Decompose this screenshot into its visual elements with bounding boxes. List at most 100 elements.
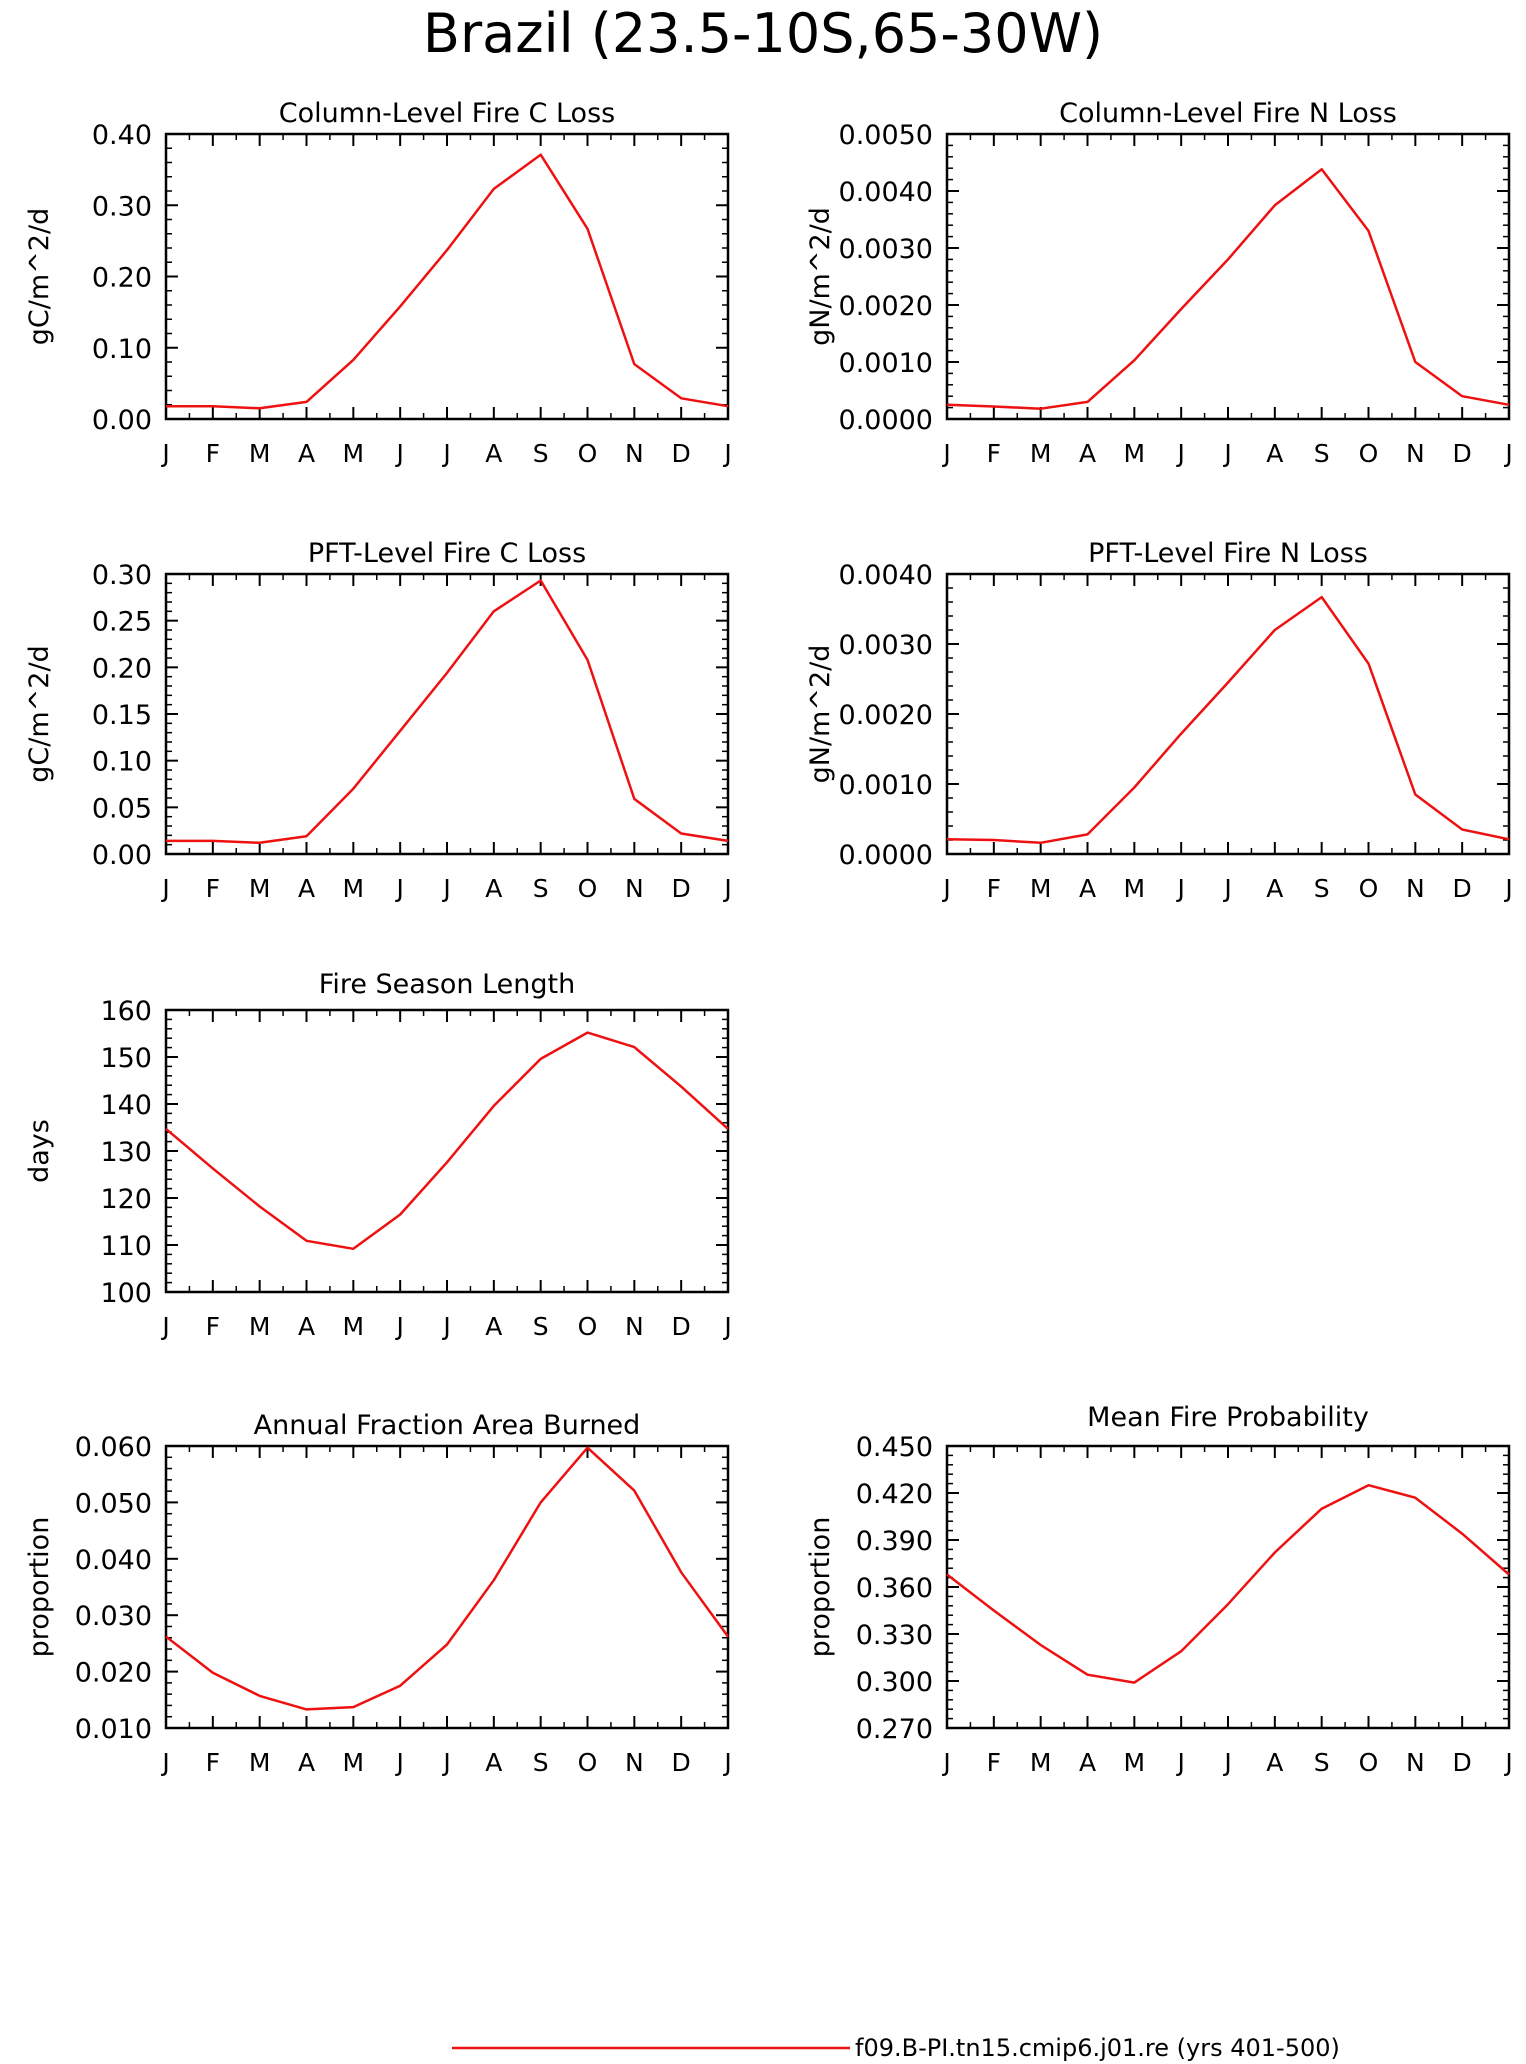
x-tick-label: F bbox=[206, 874, 220, 903]
x-tick-label: J bbox=[941, 439, 950, 468]
x-tick-label: M bbox=[249, 439, 271, 468]
y-tick-label: 0.390 bbox=[856, 1526, 933, 1557]
x-tick-label: J bbox=[394, 439, 403, 468]
y-tick-label: 0.0050 bbox=[839, 120, 933, 151]
plot-frame bbox=[164, 1008, 730, 1294]
chart-title: PFT-Level Fire N Loss bbox=[1088, 538, 1368, 569]
x-tick-label: N bbox=[1406, 439, 1425, 468]
x-tick-label: S bbox=[533, 874, 549, 903]
y-tick-label: 0.05 bbox=[92, 793, 152, 824]
x-tick-label: F bbox=[206, 1748, 220, 1777]
y-tick-label: 0.0010 bbox=[839, 348, 933, 379]
x-tick-label: S bbox=[533, 1748, 549, 1777]
y-tick-label: 100 bbox=[100, 1278, 152, 1309]
x-tick-label: J bbox=[441, 1748, 450, 1777]
x-tick-label: S bbox=[533, 1312, 549, 1341]
x-tick-label: J bbox=[1503, 874, 1512, 903]
y-tick-label: 0.30 bbox=[92, 560, 152, 591]
x-tick-label: M bbox=[343, 1312, 365, 1341]
y-tick-label: 0.300 bbox=[856, 1667, 933, 1698]
x-tick-label: J bbox=[941, 1748, 950, 1777]
y-tick-label: 0.450 bbox=[856, 1432, 933, 1463]
x-tick-label: J bbox=[722, 1312, 731, 1341]
x-tick-label: S bbox=[1314, 439, 1330, 468]
x-tick-label: A bbox=[298, 1312, 315, 1341]
x-tick-label: O bbox=[578, 1312, 598, 1341]
x-tick-label: M bbox=[1030, 874, 1052, 903]
x-tick-label: N bbox=[625, 874, 644, 903]
chart-title: Column-Level Fire N Loss bbox=[1059, 98, 1397, 129]
x-tick-label: D bbox=[672, 1748, 691, 1777]
x-tick-label: J bbox=[941, 874, 950, 903]
y-tick-label: 0.0020 bbox=[839, 700, 933, 731]
x-tick-label: J bbox=[441, 1312, 450, 1341]
x-tick-label: O bbox=[578, 439, 598, 468]
plot-frame bbox=[164, 132, 730, 421]
x-tick-label: D bbox=[672, 874, 691, 903]
series-line bbox=[166, 579, 729, 845]
plot-frame bbox=[164, 572, 730, 856]
x-tick-label: A bbox=[1266, 439, 1283, 468]
x-tick-label: J bbox=[1222, 874, 1231, 903]
x-tick-label: J bbox=[1175, 874, 1184, 903]
series-line bbox=[165, 1446, 730, 1711]
y-tick-label: 0.10 bbox=[92, 747, 152, 778]
x-tick-label: J bbox=[1175, 1748, 1184, 1777]
x-tick-label: O bbox=[1359, 439, 1379, 468]
chart-title: PFT-Level Fire C Loss bbox=[308, 538, 586, 569]
y-tick-label: 0.420 bbox=[856, 1479, 933, 1510]
series-line bbox=[166, 153, 729, 410]
y-tick-label: 140 bbox=[100, 1090, 152, 1121]
legend-label: f09.B-PI.tn15.cmip6.j01.re (yrs 401-500) bbox=[855, 2034, 1340, 2062]
x-tick-label: J bbox=[1222, 439, 1231, 468]
x-tick-label: J bbox=[722, 1748, 731, 1777]
plot-frame bbox=[945, 572, 1511, 856]
y-tick-label: 0.10 bbox=[92, 334, 152, 365]
x-tick-label: F bbox=[206, 439, 220, 468]
series-line bbox=[946, 168, 1510, 410]
x-tick-label: D bbox=[1453, 439, 1472, 468]
x-tick-label: M bbox=[249, 1748, 271, 1777]
y-tick-label: 150 bbox=[100, 1043, 152, 1074]
y-tick-label: 0.030 bbox=[75, 1601, 152, 1632]
y-tick-label: 0.270 bbox=[856, 1714, 933, 1745]
x-tick-label: M bbox=[343, 1748, 365, 1777]
x-tick-label: A bbox=[485, 439, 502, 468]
chart-title: Mean Fire Probability bbox=[1087, 1402, 1369, 1433]
x-tick-label: J bbox=[722, 439, 731, 468]
plot-frame bbox=[164, 1444, 730, 1730]
x-tick-label: F bbox=[206, 1312, 220, 1341]
x-tick-label: A bbox=[298, 439, 315, 468]
y-tick-label: 0.0030 bbox=[839, 234, 933, 265]
y-tick-label: 0.360 bbox=[856, 1573, 933, 1604]
plot-frame bbox=[945, 1444, 1511, 1730]
x-tick-label: J bbox=[1175, 439, 1184, 468]
y-tick-label: 0.00 bbox=[92, 840, 152, 871]
x-tick-label: A bbox=[485, 874, 502, 903]
x-tick-label: D bbox=[1453, 1748, 1472, 1777]
x-tick-label: A bbox=[1266, 874, 1283, 903]
x-tick-label: F bbox=[987, 874, 1001, 903]
y-tick-label: 160 bbox=[100, 996, 152, 1027]
x-tick-label: M bbox=[1030, 439, 1052, 468]
x-tick-label: D bbox=[1453, 874, 1472, 903]
x-tick-label: A bbox=[1079, 1748, 1096, 1777]
y-tick-label: 0.00 bbox=[92, 405, 152, 436]
y-tick-label: 0.330 bbox=[856, 1620, 933, 1651]
y-axis-label: proportion bbox=[24, 1517, 55, 1658]
figure-title: Brazil (23.5-10S,65-30W) bbox=[423, 2, 1103, 65]
x-tick-label: D bbox=[672, 1312, 691, 1341]
chart-title: Annual Fraction Area Burned bbox=[254, 1410, 641, 1441]
x-tick-label: M bbox=[343, 874, 365, 903]
y-tick-label: 0.050 bbox=[75, 1488, 152, 1519]
x-tick-label: M bbox=[1124, 874, 1146, 903]
x-tick-label: J bbox=[160, 439, 169, 468]
